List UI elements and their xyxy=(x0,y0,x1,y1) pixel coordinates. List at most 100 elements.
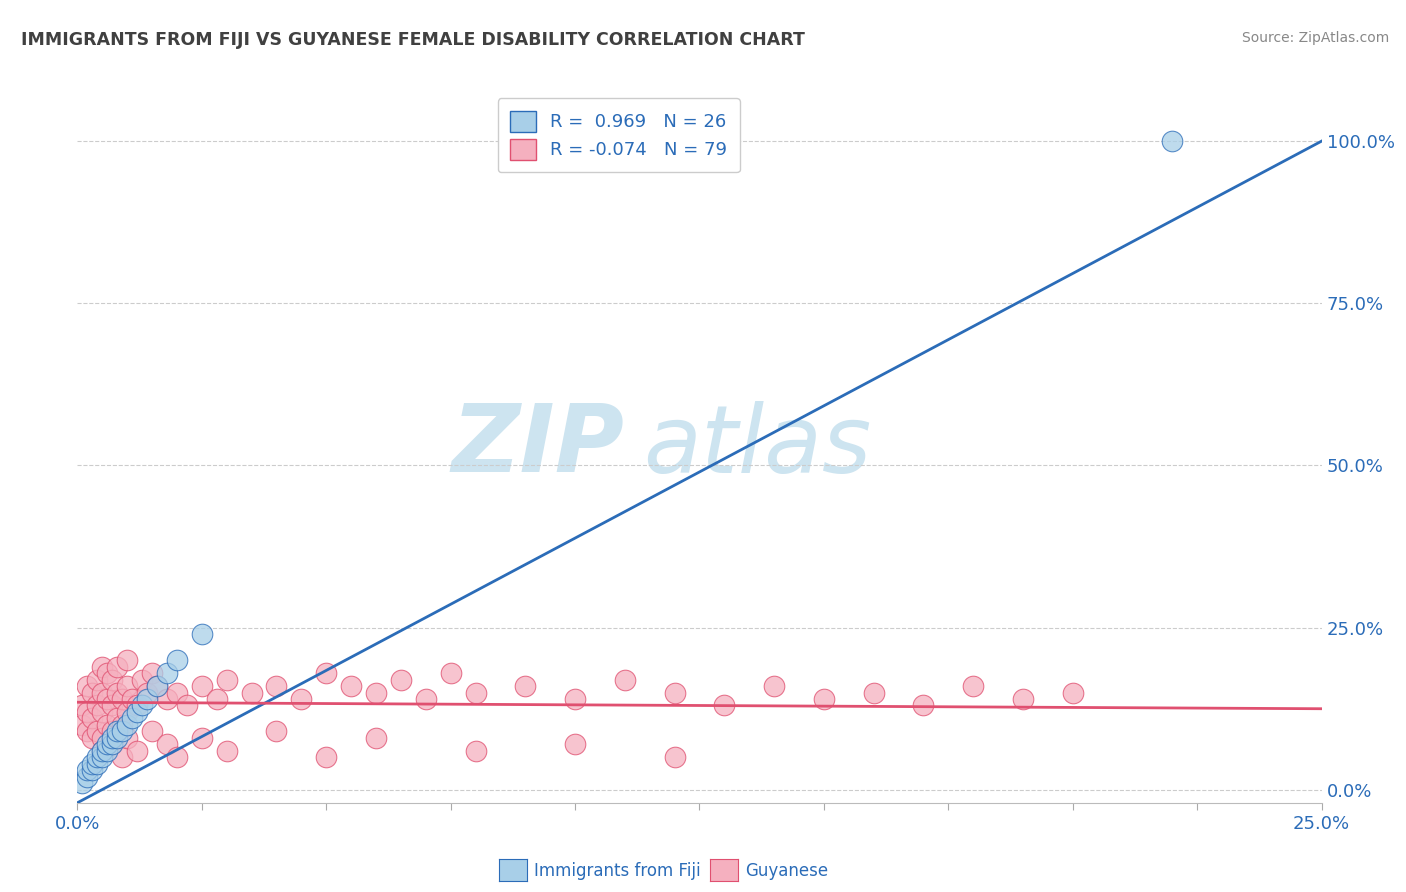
Text: Source: ZipAtlas.com: Source: ZipAtlas.com xyxy=(1241,31,1389,45)
Point xyxy=(962,679,984,693)
Point xyxy=(72,776,94,790)
Point xyxy=(121,692,143,706)
Point xyxy=(76,705,98,719)
Point xyxy=(82,764,104,778)
Point xyxy=(156,738,179,752)
Point xyxy=(364,685,387,699)
Point xyxy=(191,627,214,641)
Point xyxy=(664,685,686,699)
Point xyxy=(76,770,98,784)
Point xyxy=(340,679,363,693)
Text: Guyanese: Guyanese xyxy=(745,862,828,880)
Point xyxy=(86,673,108,687)
Point xyxy=(115,653,138,667)
Point xyxy=(82,711,104,725)
Point xyxy=(101,673,124,687)
Point xyxy=(515,679,537,693)
Point xyxy=(105,731,128,745)
Point xyxy=(115,731,138,745)
Point xyxy=(205,692,228,706)
Point xyxy=(215,744,238,758)
Point xyxy=(115,679,138,693)
Point xyxy=(146,679,169,693)
Point xyxy=(101,738,124,752)
Text: Immigrants from Fiji: Immigrants from Fiji xyxy=(534,862,702,880)
Point xyxy=(82,731,104,745)
Point xyxy=(1062,685,1084,699)
Point xyxy=(813,692,835,706)
Point xyxy=(176,698,198,713)
Point xyxy=(440,666,463,681)
Point xyxy=(464,744,486,758)
Point xyxy=(111,718,134,732)
Point xyxy=(464,685,486,699)
Point xyxy=(215,673,238,687)
Point xyxy=(664,750,686,764)
Point xyxy=(105,711,128,725)
Point xyxy=(96,666,118,681)
Point xyxy=(105,685,128,699)
Point xyxy=(191,731,214,745)
Point xyxy=(96,738,118,752)
Point xyxy=(111,724,134,739)
Point xyxy=(82,756,104,771)
Point xyxy=(713,698,735,713)
Point xyxy=(91,705,114,719)
Point xyxy=(131,698,153,713)
Point xyxy=(86,724,108,739)
Point xyxy=(111,692,134,706)
Point xyxy=(564,738,586,752)
Point xyxy=(240,685,263,699)
Point xyxy=(191,679,214,693)
Point xyxy=(315,666,337,681)
Point xyxy=(146,679,169,693)
Point xyxy=(76,764,98,778)
Point xyxy=(76,679,98,693)
Point xyxy=(86,756,108,771)
Point xyxy=(115,705,138,719)
Point xyxy=(125,705,148,719)
Point xyxy=(91,659,114,673)
Point xyxy=(389,673,412,687)
Point xyxy=(141,724,163,739)
Point xyxy=(136,685,159,699)
Point xyxy=(96,692,118,706)
Text: atlas: atlas xyxy=(644,401,872,491)
Point xyxy=(91,731,114,745)
Point xyxy=(125,744,148,758)
Point xyxy=(101,738,124,752)
Point xyxy=(101,698,124,713)
Point xyxy=(101,724,124,739)
Point xyxy=(115,718,138,732)
Point xyxy=(136,692,159,706)
Point xyxy=(105,659,128,673)
Legend: R =  0.969   N = 26, R = -0.074   N = 79: R = 0.969 N = 26, R = -0.074 N = 79 xyxy=(498,98,740,172)
Point xyxy=(131,673,153,687)
Point xyxy=(1161,134,1184,148)
Point xyxy=(125,698,148,713)
Point xyxy=(862,685,884,699)
Point xyxy=(96,718,118,732)
Point xyxy=(91,744,114,758)
Point xyxy=(912,698,935,713)
Point xyxy=(166,685,188,699)
Point xyxy=(613,673,636,687)
Point xyxy=(91,744,114,758)
Point xyxy=(76,724,98,739)
Point xyxy=(141,666,163,681)
Point xyxy=(91,750,114,764)
Point xyxy=(166,653,188,667)
Point xyxy=(763,679,786,693)
Point xyxy=(364,731,387,745)
Point xyxy=(86,698,108,713)
Point xyxy=(72,698,94,713)
Point xyxy=(86,750,108,764)
Point xyxy=(121,711,143,725)
Point xyxy=(96,744,118,758)
Point xyxy=(72,718,94,732)
Text: ZIP: ZIP xyxy=(451,400,624,492)
Point xyxy=(91,685,114,699)
Point xyxy=(564,692,586,706)
Point xyxy=(315,750,337,764)
Point xyxy=(111,750,134,764)
